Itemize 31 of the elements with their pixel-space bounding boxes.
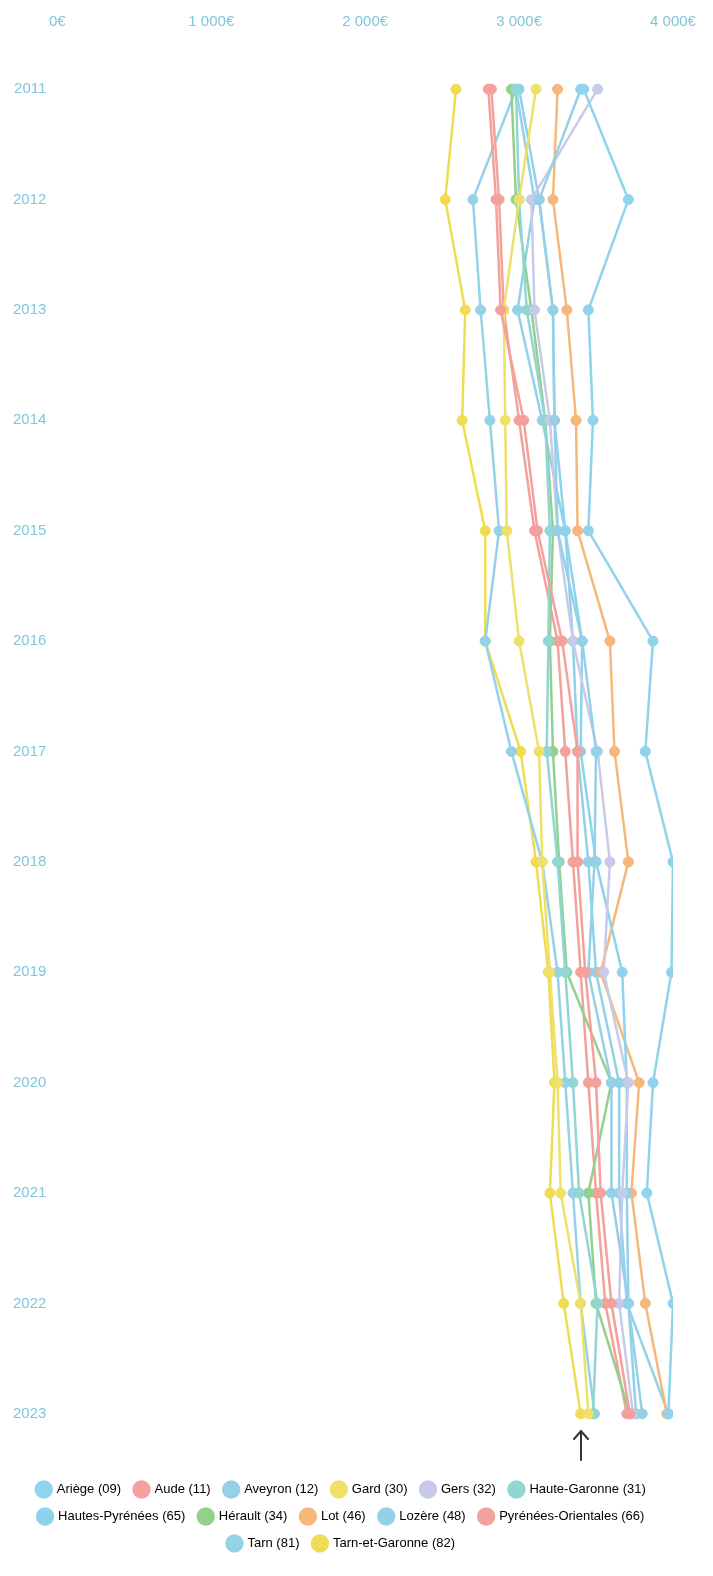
y-tick-label: 2018 [12, 852, 47, 870]
x-tick-label: 2 000€ [342, 12, 389, 30]
legend-label: Pyrénées-Orientales (66) [499, 1508, 645, 1524]
legend-label: Gers (32) [441, 1481, 496, 1497]
y-tick-label: 2021 [12, 1183, 47, 1201]
legend-label: Ariège (09) [56, 1481, 122, 1497]
legend-label: Gard (30) [351, 1481, 408, 1497]
legend-label: Tarn (81) [247, 1535, 300, 1551]
y-tick-label: 2020 [12, 1072, 47, 1090]
y-tick-label: 2016 [12, 631, 47, 649]
legend-label: Lozère (48) [399, 1508, 466, 1524]
y-tick-label: 2012 [12, 189, 47, 207]
y-tick-label: 2023 [12, 1403, 47, 1421]
y-tick-label: 2014 [12, 410, 47, 428]
y-tick-label: 2022 [12, 1293, 47, 1311]
legend-label: Lot (46) [320, 1508, 366, 1524]
legend-label: Aude (11) [154, 1481, 211, 1497]
legend-label: Hautes-Pyrénées (65) [58, 1508, 186, 1524]
x-tick-label: 1 000€ [188, 12, 235, 30]
legend-label: Haute-Garonne (31) [529, 1481, 646, 1497]
y-tick-label: 2017 [12, 741, 47, 759]
x-tick-label: 3 000€ [496, 12, 543, 30]
x-tick-label: 0€ [49, 12, 67, 30]
y-tick-label: 2011 [14, 79, 47, 97]
x-tick-label: 4 000€ [650, 12, 697, 30]
y-tick-label: 2013 [12, 300, 47, 318]
y-tick-label: 2015 [12, 520, 47, 538]
legend-label: Tarn-et-Garonne (82) [332, 1535, 456, 1551]
legend-label: Aveyron (12) [244, 1481, 319, 1497]
y-tick-label: 2019 [12, 962, 47, 980]
legend-label: Hérault (34) [218, 1508, 288, 1524]
